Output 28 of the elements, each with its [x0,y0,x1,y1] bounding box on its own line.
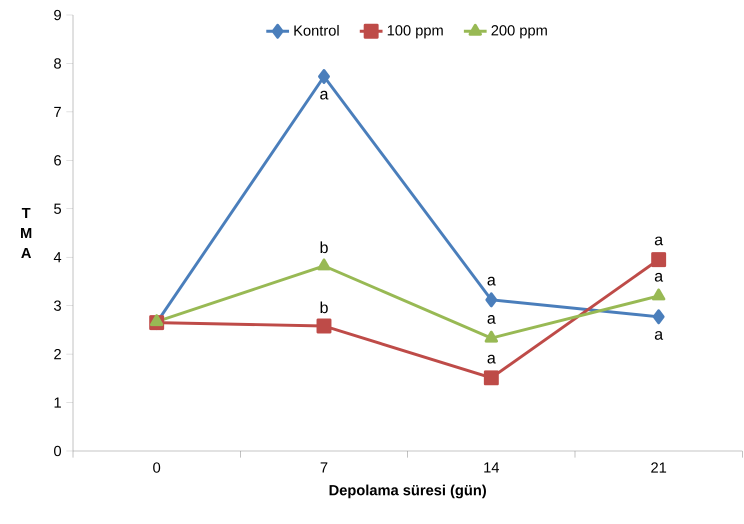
y-tick-label: 8 [54,58,61,69]
y-tick-label: 6 [54,155,61,166]
annotation: a [488,276,496,286]
annotation: a [654,272,664,282]
x-tick-label: 14 [484,462,500,472]
annotation: b [320,301,328,314]
x-tick-label: 0 [153,462,160,473]
y-tick-label: 0 [54,446,62,456]
y-tick-label: 1 [54,398,61,408]
x-tick-label: 21 [651,462,666,473]
y-tick-label: 9 [54,10,61,20]
annotation: a [320,90,328,100]
annotation: a [654,236,664,246]
y-tick-label: 2 [54,348,61,360]
annotation: a [488,315,496,324]
y-axis-title: T M A [21,208,32,258]
legend-label: 100 ppm [388,25,443,38]
x-axis-title: Depolama süresi (gün) [330,484,486,498]
annotation: a [654,331,664,340]
legend-label: 200 ppm [492,25,547,38]
y-tick-label: 5 [54,204,61,214]
x-tick-label: 7 [320,462,328,472]
y-tick-label: 3 [54,300,61,311]
y-tick-label: 7 [54,106,61,117]
y-tick-label: 4 [54,252,62,262]
annotation: b [320,241,328,254]
legend-label: Kontrol [294,24,339,36]
annotation: a [488,354,496,364]
